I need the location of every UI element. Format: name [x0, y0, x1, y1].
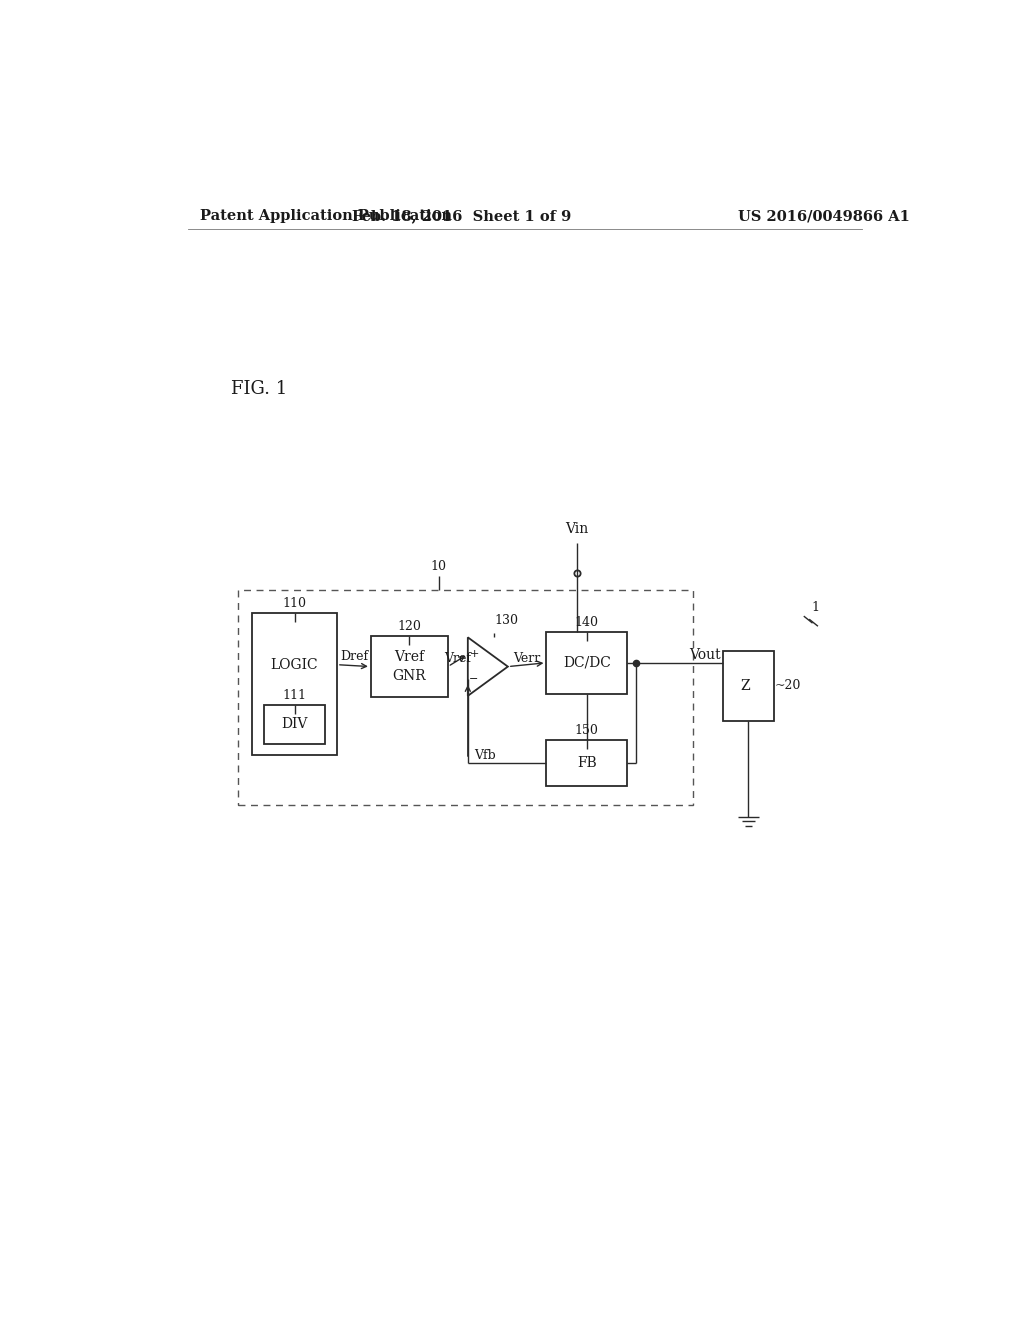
Text: −: −: [469, 675, 478, 684]
Text: Vin: Vin: [565, 521, 589, 536]
Text: 110: 110: [283, 597, 306, 610]
Bar: [264, 705, 326, 743]
Text: 150: 150: [574, 723, 599, 737]
Text: 120: 120: [397, 619, 421, 632]
Bar: [547, 632, 628, 693]
Text: +: +: [469, 649, 478, 659]
Bar: [371, 636, 447, 697]
Bar: [724, 651, 773, 721]
Text: 10: 10: [430, 560, 446, 573]
Bar: [547, 739, 628, 785]
Text: Z: Z: [740, 678, 751, 693]
Text: FB: FB: [577, 756, 597, 770]
Text: 1: 1: [812, 601, 820, 614]
Text: Patent Application Publication: Patent Application Publication: [200, 209, 452, 223]
Text: 140: 140: [574, 616, 599, 628]
Bar: [252, 612, 337, 755]
Text: FIG. 1: FIG. 1: [230, 380, 287, 399]
Text: DC/DC: DC/DC: [563, 656, 610, 669]
Text: Vref: Vref: [444, 652, 471, 665]
Text: DIV: DIV: [282, 717, 308, 731]
Text: Vout: Vout: [689, 648, 720, 663]
Text: Vref
GNR: Vref GNR: [392, 651, 426, 682]
Bar: [239, 590, 692, 805]
Text: Verr: Verr: [513, 652, 541, 665]
Text: Vfb: Vfb: [474, 748, 496, 762]
Text: 111: 111: [283, 689, 306, 702]
Text: ~20: ~20: [775, 680, 802, 693]
Text: US 2016/0049866 A1: US 2016/0049866 A1: [737, 209, 909, 223]
Text: Dref: Dref: [340, 651, 368, 664]
Text: Feb. 18, 2016  Sheet 1 of 9: Feb. 18, 2016 Sheet 1 of 9: [352, 209, 571, 223]
Text: 130: 130: [494, 614, 518, 627]
Text: LOGIC: LOGIC: [270, 657, 318, 672]
